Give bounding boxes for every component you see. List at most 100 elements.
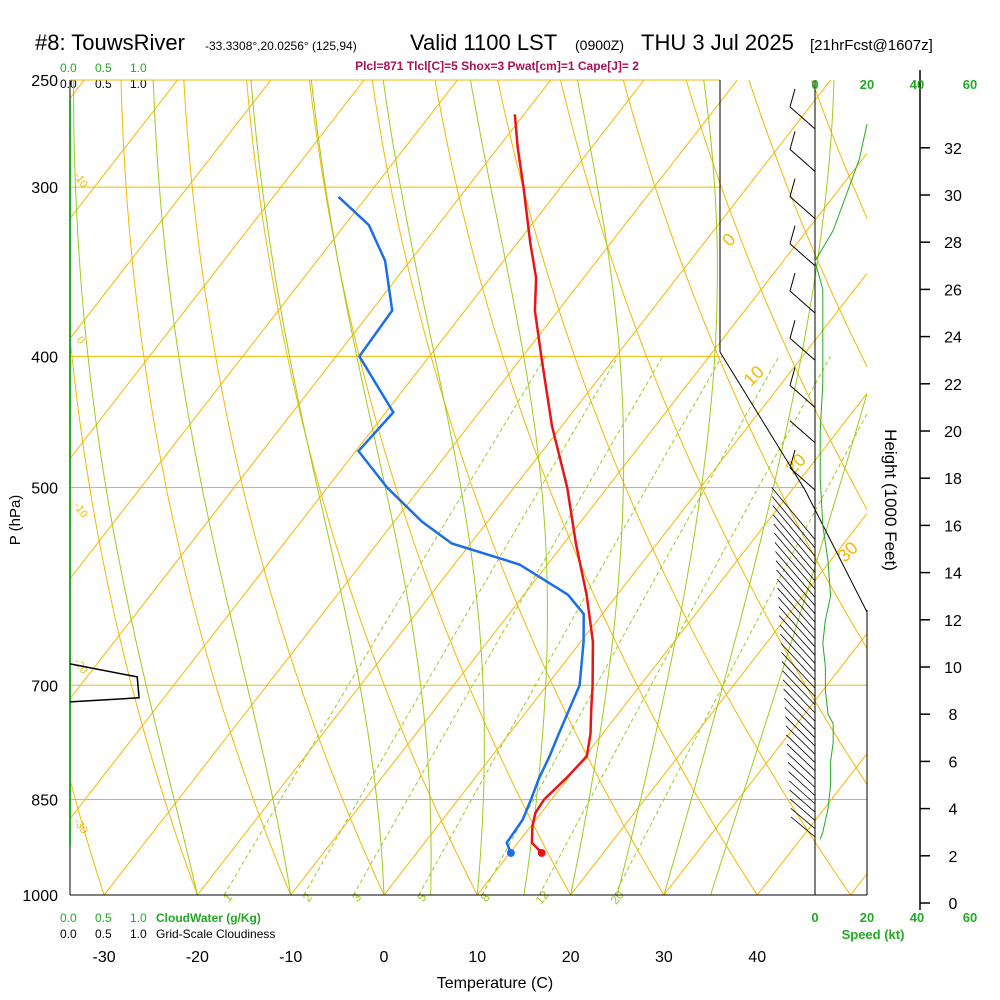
height-tick-label: 0 bbox=[949, 896, 958, 913]
dewpoint-profile bbox=[337, 195, 585, 854]
wind-barb-flag bbox=[789, 272, 796, 292]
wind-barb-flag bbox=[789, 225, 796, 244]
cloudiness-tick-top: 1.0 bbox=[130, 77, 147, 91]
wind-barb bbox=[789, 243, 816, 267]
valid-time: Valid 1100 LST bbox=[410, 30, 557, 55]
wind-speed-profile bbox=[814, 124, 868, 840]
wind-barb bbox=[776, 578, 816, 623]
utc-time: (0900Z) bbox=[575, 37, 624, 53]
height-tick-label: 32 bbox=[944, 141, 962, 158]
cloud-scale-bottom: 0.0 0.5 1.0 CloudWater (g/Kg) 0.0 0.5 1.… bbox=[60, 911, 275, 941]
dry-adiabat-label: 0 bbox=[718, 229, 739, 250]
mixing-ratio-line bbox=[418, 356, 723, 895]
wind-barb bbox=[786, 734, 816, 763]
cloudwater-tick-bottom: 0.0 bbox=[60, 911, 77, 925]
height-tick-label: 24 bbox=[944, 330, 962, 347]
speed-tick-top: 40 bbox=[910, 77, 924, 92]
wind-barb-flag bbox=[789, 449, 796, 469]
dry-adiabat-line bbox=[308, 80, 572, 895]
dry-adiabat-line bbox=[497, 80, 851, 895]
dry-adiabat-label: 0 bbox=[74, 334, 87, 346]
pressure-tick-label: 1000 bbox=[22, 888, 58, 905]
speed-tick-bottom: 0 bbox=[811, 910, 818, 925]
dry-adiabat-line bbox=[560, 80, 867, 786]
wind-barb bbox=[787, 762, 816, 788]
cloudiness-tick-top: 0.5 bbox=[95, 77, 112, 91]
moist-adiabat-line bbox=[570, 80, 625, 895]
dry-adiabat-line bbox=[70, 332, 198, 895]
station-coords: -33.3308°,20.0256° (125,94) bbox=[205, 39, 357, 53]
wind-barb bbox=[789, 420, 816, 444]
height-tick-label: 30 bbox=[944, 188, 962, 205]
wind-barb bbox=[771, 487, 816, 540]
moist-adiabat-line bbox=[310, 80, 432, 895]
dry-adiabat-line bbox=[685, 80, 867, 511]
speed-tick-bottom: 60 bbox=[963, 910, 977, 925]
wind-barb bbox=[773, 523, 816, 573]
isotherm-line bbox=[70, 80, 178, 220]
wind-barbs bbox=[771, 88, 816, 838]
speed-tick-top: 0 bbox=[811, 77, 818, 92]
cloudiness-tick-bottom: 0.0 bbox=[60, 927, 77, 941]
isobar-lines bbox=[70, 79, 867, 896]
station-title: #8: TouwsRiver bbox=[35, 30, 185, 55]
mixing-ratio-label: 3 bbox=[349, 890, 364, 904]
wind-barb bbox=[782, 670, 816, 706]
isotherm-line bbox=[850, 872, 867, 895]
dry-adiabat-label: -10 bbox=[71, 500, 90, 520]
wind-barb bbox=[779, 615, 816, 656]
dry-adiabat-line bbox=[120, 80, 292, 895]
isotherm-line bbox=[756, 752, 867, 895]
temperature-tick-label: 20 bbox=[562, 949, 580, 966]
temperature-tick-label: 30 bbox=[655, 949, 673, 966]
pressure-tick-label: 300 bbox=[31, 180, 58, 197]
mixing-ratio-label: 8 bbox=[478, 890, 493, 904]
isotherm-line bbox=[70, 80, 272, 340]
mixing-ratio-line bbox=[303, 356, 619, 895]
pressure-tick-label: 400 bbox=[31, 349, 58, 366]
wind-barb bbox=[789, 149, 816, 172]
surface-dewpoint-marker bbox=[506, 848, 515, 857]
temperature-tick-label: -10 bbox=[279, 949, 302, 966]
pressure-tick-label: 700 bbox=[31, 678, 58, 695]
wind-barb bbox=[772, 514, 816, 565]
temperature-tick-label: -20 bbox=[186, 949, 209, 966]
mixing-ratio-line bbox=[614, 412, 867, 895]
speed-tick-bottom: 20 bbox=[860, 910, 874, 925]
pressure-tick-label: 500 bbox=[31, 481, 58, 498]
temperature-tick-label: -30 bbox=[93, 949, 116, 966]
wind-barb bbox=[774, 532, 816, 582]
valid-date: THU 3 Jul 2025 bbox=[641, 30, 794, 55]
speed-tick-top: 60 bbox=[963, 77, 977, 92]
cloudiness-tick-bottom: 1.0 bbox=[130, 927, 147, 941]
wind-barb bbox=[789, 385, 816, 408]
wind-barb bbox=[790, 807, 816, 829]
wind-barb bbox=[789, 337, 816, 361]
temperature-axis-title: Temperature (C) bbox=[437, 975, 553, 992]
mixing-ratio-label: 2 bbox=[300, 890, 315, 904]
cloudiness-line bbox=[69, 663, 140, 703]
wind-barb bbox=[783, 688, 816, 722]
moist-adiabat-line bbox=[710, 391, 867, 895]
speed-axis-title: Speed (kt) bbox=[842, 927, 905, 942]
height-tick-label: 4 bbox=[949, 802, 958, 819]
mixing-ratio-label: 12 bbox=[532, 888, 552, 907]
stability-indices: Plcl=871 Tlcl[C]=5 Shox=3 Pwat[cm]=1 Cap… bbox=[355, 59, 639, 73]
height-tick-label: 20 bbox=[944, 424, 962, 441]
dry-adiabat-label: 10 bbox=[740, 362, 768, 390]
wind-barb bbox=[780, 633, 816, 672]
temperature-tick-labels: -30 -20 -10 0 10 20 30 40 bbox=[93, 949, 767, 966]
wind-barb bbox=[784, 707, 816, 739]
height-tick-label: 6 bbox=[949, 754, 958, 771]
height-tick-label: 28 bbox=[944, 235, 962, 252]
dry-adiabat-line bbox=[246, 80, 478, 895]
dry-adiabats bbox=[70, 80, 867, 895]
cloudiness-title: Grid-Scale Cloudiness bbox=[156, 927, 275, 941]
forecast-hour: [21hrFcst@1607z] bbox=[810, 37, 933, 54]
wind-barb-flag bbox=[789, 131, 796, 150]
cloud-scale-top: 0.0 0.5 1.0 0.0 0.5 1.0 bbox=[60, 61, 147, 91]
mixing-ratio-lines bbox=[223, 356, 867, 895]
wind-barb bbox=[788, 780, 816, 805]
